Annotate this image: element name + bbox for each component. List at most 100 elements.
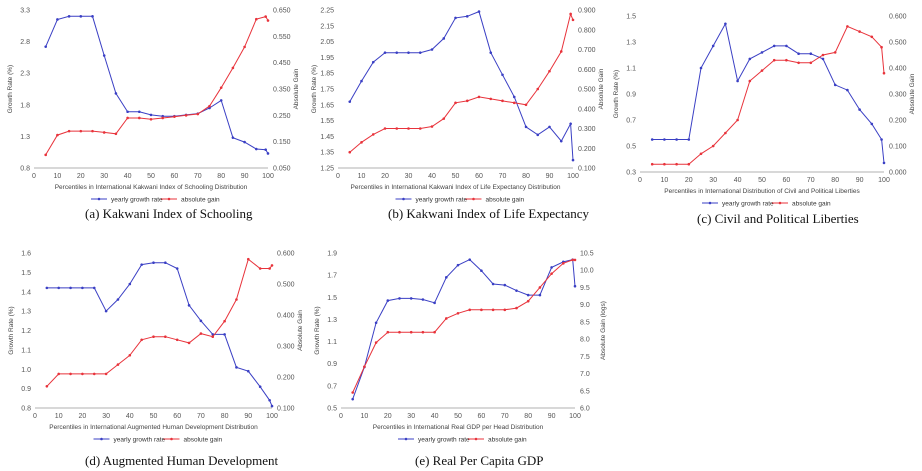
- y-right-tick-label: 0.200: [889, 118, 907, 125]
- growth-rate-point: [501, 73, 504, 77]
- y-right-tick-label: 0.200: [578, 146, 596, 153]
- growth-rate-point: [383, 51, 387, 54]
- growth-rate-point: [456, 263, 460, 267]
- absolute-gain-point: [550, 272, 553, 275]
- y-left-tick-label: 0.7: [626, 118, 636, 125]
- growth-rate-point: [675, 138, 678, 141]
- absolute-gain-point: [254, 17, 258, 21]
- absolute-gain-point: [748, 79, 752, 83]
- absolute-gain-point: [536, 87, 540, 91]
- x-tick-label: 80: [524, 413, 532, 420]
- x-tick-label: 10: [55, 413, 63, 420]
- caption-d: (d) Augmented Human Development: [85, 453, 279, 468]
- y-left-tick-label: 0.9: [626, 92, 636, 99]
- growth-rate-point: [374, 321, 378, 325]
- absolute-gain-point: [571, 18, 575, 22]
- growth-rate-point: [821, 57, 825, 61]
- absolute-gain-point: [92, 372, 96, 376]
- y-left-tick-label: 1.65: [320, 102, 334, 109]
- absolute-gain-point: [223, 319, 226, 323]
- absolute-gain-point: [407, 127, 410, 130]
- legend-marker: [100, 437, 103, 441]
- absolute-gain-point: [524, 103, 528, 107]
- x-tick-label: 100: [569, 413, 581, 420]
- y-right-tick-label: 0.400: [578, 106, 596, 113]
- absolute-gain-point: [880, 45, 883, 49]
- growth-rate-point: [266, 152, 270, 155]
- y-right-tick-label: 9.0: [580, 302, 590, 309]
- y-left-tick-label: 2.8: [20, 39, 30, 46]
- x-tick-label: 0: [336, 173, 340, 180]
- absolute-gain-point: [196, 112, 200, 116]
- y-right-tick-label: 6.5: [580, 388, 590, 395]
- growth-rate-point: [56, 18, 59, 21]
- chart-panel-a: 0 10 20 30 40 50 60 70 80 90 100 0.8 1.3 1.8 2.3 2.8 3.3…: [0, 0, 300, 236]
- x-tick-label: 0: [339, 413, 343, 420]
- y-left-tick-label: 0.7: [327, 383, 337, 390]
- absolute-gain-point: [398, 330, 401, 334]
- y-left-tick-label: 1.0: [21, 367, 31, 374]
- growth-rate-point: [348, 100, 352, 103]
- y-right-tick-label: 7.0: [580, 371, 590, 378]
- growth-rate-point: [724, 22, 727, 26]
- legend-marker: [778, 201, 782, 205]
- x-tick-label: 100: [567, 173, 579, 180]
- y-right-tick-label: 8.5: [580, 319, 590, 326]
- absolute-gain-point: [258, 267, 262, 270]
- absolute-gain-point: [69, 372, 72, 376]
- absolute-gain-point: [268, 267, 271, 270]
- y-left-tick-label: 0.9: [327, 361, 337, 368]
- growth-rate-point: [69, 286, 72, 290]
- x-tick-label: 60: [783, 177, 791, 184]
- x-tick-label: 30: [102, 413, 110, 420]
- growth-rate-point: [187, 304, 191, 307]
- absolute-gain-point: [371, 133, 375, 136]
- y-right-tick-label: 6.0: [580, 406, 590, 413]
- growth-rate-point: [164, 261, 167, 264]
- growth-rate-point: [442, 37, 446, 40]
- y-left-axis-label: Growth Rate (%): [8, 306, 15, 354]
- absolute-gain-point: [138, 116, 141, 120]
- absolute-gain-point: [772, 58, 776, 62]
- absolute-gain-point: [199, 332, 203, 335]
- absolute-gain-point: [882, 71, 886, 75]
- x-axis-label: Percentiles in International Kakwani Ind…: [55, 184, 248, 191]
- absolute-gain-point: [161, 116, 164, 120]
- y-right-axis-label: Absolute Gain: [909, 73, 916, 114]
- x-tick-label: 40: [124, 173, 132, 180]
- x-tick-label: 30: [100, 173, 108, 180]
- legend-label: yearly growth rate: [418, 436, 470, 443]
- x-tick-label: 90: [546, 173, 554, 180]
- growth-rate-point: [104, 309, 108, 313]
- chart-panel-d: 0 10 20 30 40 50 60 70 80 90 100 0.8 0.9 1.0 1.1 1.2 1.3…: [0, 244, 304, 471]
- x-tick-label: 0: [638, 177, 642, 184]
- x-axis-label: Percentiles in International Kakwani Ind…: [351, 184, 561, 191]
- chart-d-svg: 0 10 20 30 40 50 60 70 80 90 100 0.8 0.9 1.0 1.1 1.2 1.3…: [8, 251, 304, 444]
- absolute-gain-point: [821, 53, 825, 57]
- growth-rate-point: [208, 106, 211, 110]
- y-left-tick-label: 1.6: [21, 251, 31, 258]
- x-tick-label: 20: [685, 177, 693, 184]
- growth-rate-point: [515, 289, 518, 292]
- y-right-tick-label: 8.0: [580, 337, 590, 344]
- legend-label: absolute gain: [181, 196, 220, 203]
- y-right-tick-label: 0.900: [578, 8, 596, 15]
- absolute-gain-point: [687, 162, 691, 166]
- legend-marker: [97, 197, 101, 201]
- y-left-tick-label: 1.3: [21, 309, 31, 316]
- x-axis-label: Percentiles in International Distributio…: [664, 188, 860, 195]
- growth-rate-point: [398, 297, 401, 300]
- growth-rate-line: [352, 258, 576, 400]
- legend-label: absolute gain: [488, 436, 527, 443]
- absolute-gain-point: [456, 311, 460, 315]
- y-left-tick-label: 1.1: [626, 66, 636, 73]
- y-left-tick-label: 1.25: [320, 166, 334, 173]
- chart-panel-e: 0 10 20 30 40 50 60 70 80 90 100 0.5 0.7 0.9 1.1 1.3 1.5…: [305, 244, 607, 471]
- growth-rate-point: [45, 286, 49, 290]
- growth-rate-point: [573, 284, 577, 288]
- absolute-gain-point: [187, 341, 191, 345]
- absolute-gain-point: [173, 115, 176, 118]
- x-tick-label: 50: [452, 173, 460, 180]
- growth-rate-point: [454, 16, 457, 20]
- y-right-tick-label: 0.100: [889, 144, 907, 151]
